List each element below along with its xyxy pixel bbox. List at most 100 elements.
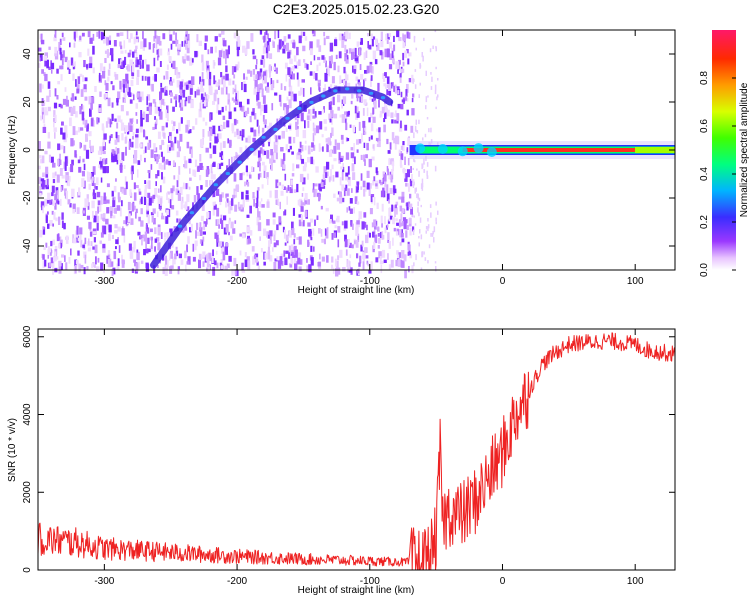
noise-speckle xyxy=(323,57,326,63)
noise-speckle xyxy=(112,85,115,91)
noise-speckle xyxy=(310,218,314,223)
noise-speckle xyxy=(399,74,402,79)
noise-speckle xyxy=(388,175,391,180)
noise-speckle xyxy=(249,205,252,214)
noise-speckle xyxy=(304,36,308,41)
noise-speckle xyxy=(416,168,418,171)
noise-speckle xyxy=(115,239,119,244)
noise-speckle xyxy=(373,176,376,182)
noise-speckle xyxy=(84,77,88,82)
noise-speckle xyxy=(143,38,147,48)
noise-speckle xyxy=(132,246,136,253)
noise-speckle xyxy=(290,255,294,265)
noise-speckle xyxy=(120,59,122,66)
noise-speckle xyxy=(165,85,168,90)
noise-speckle xyxy=(273,233,276,241)
noise-speckle xyxy=(421,251,423,258)
noise-speckle xyxy=(318,83,321,91)
noise-speckle xyxy=(108,224,112,233)
noise-speckle xyxy=(267,246,270,252)
noise-speckle xyxy=(314,219,316,226)
snr-background xyxy=(38,329,675,570)
noise-speckle xyxy=(248,172,251,177)
noise-speckle xyxy=(105,218,109,225)
noise-speckle xyxy=(349,208,353,214)
noise-speckle xyxy=(108,63,111,69)
noise-speckle xyxy=(301,158,304,164)
noise-speckle xyxy=(167,191,170,195)
noise-speckle xyxy=(129,189,132,196)
noise-speckle xyxy=(217,57,222,66)
noise-speckle xyxy=(84,237,87,245)
noise-speckle xyxy=(257,84,261,88)
noise-speckle xyxy=(223,215,227,221)
noise-speckle xyxy=(53,110,56,118)
noise-speckle xyxy=(79,234,82,241)
noise-speckle xyxy=(233,131,237,138)
noise-speckle xyxy=(368,44,372,50)
noise-speckle xyxy=(270,149,273,156)
noise-speckle xyxy=(147,192,151,198)
noise-speckle xyxy=(152,194,156,199)
noise-speckle xyxy=(333,113,338,119)
noise-speckle xyxy=(412,167,414,170)
carrier-blob xyxy=(415,143,426,154)
noise-speckle xyxy=(277,182,280,187)
noise-speckle xyxy=(310,237,313,241)
noise-speckle xyxy=(384,48,388,58)
noise-speckle xyxy=(282,40,285,47)
noise-speckle xyxy=(367,32,370,37)
noise-speckle xyxy=(427,226,429,232)
noise-speckle xyxy=(153,265,156,274)
noise-speckle xyxy=(380,215,383,224)
noise-speckle xyxy=(394,119,397,124)
noise-speckle xyxy=(375,137,380,142)
noise-speckle xyxy=(190,149,193,158)
noise-speckle xyxy=(197,86,200,92)
noise-speckle xyxy=(267,250,271,260)
noise-speckle xyxy=(330,55,333,64)
noise-speckle xyxy=(245,137,249,143)
noise-speckle xyxy=(342,163,344,170)
colorbar: 0.00.20.40.60.8 Normalized spectral ampl… xyxy=(699,30,750,277)
noise-speckle xyxy=(79,73,83,77)
noise-speckle xyxy=(255,203,258,209)
noise-speckle xyxy=(214,260,217,266)
noise-speckle xyxy=(290,93,293,101)
noise-speckle xyxy=(382,188,385,195)
noise-speckle xyxy=(147,237,150,244)
noise-speckle xyxy=(123,165,126,169)
noise-speckle xyxy=(106,166,109,174)
noise-speckle xyxy=(396,113,400,122)
noise-speckle xyxy=(308,228,312,237)
noise-speckle xyxy=(284,62,288,69)
noise-speckle xyxy=(102,217,106,221)
noise-speckle xyxy=(435,47,437,52)
noise-speckle xyxy=(120,45,123,50)
noise-speckle xyxy=(86,198,89,207)
noise-speckle xyxy=(263,165,267,171)
noise-speckle xyxy=(155,181,157,186)
noise-speckle xyxy=(318,62,321,66)
noise-speckle xyxy=(69,42,71,48)
noise-speckle xyxy=(425,226,428,230)
noise-speckle xyxy=(83,267,86,275)
noise-speckle xyxy=(216,262,219,269)
noise-speckle xyxy=(213,92,217,102)
noise-speckle xyxy=(162,176,166,184)
noise-speckle xyxy=(104,80,107,86)
noise-speckle xyxy=(404,124,408,131)
noise-speckle xyxy=(292,207,295,216)
noise-speckle xyxy=(61,212,64,220)
noise-speckle xyxy=(74,61,76,69)
noise-speckle xyxy=(418,236,420,239)
noise-speckle xyxy=(233,156,236,162)
noise-speckle xyxy=(369,94,372,101)
noise-speckle xyxy=(38,176,42,184)
noise-speckle xyxy=(48,248,51,253)
noise-speckle xyxy=(328,113,332,121)
noise-speckle xyxy=(218,224,220,229)
noise-speckle xyxy=(95,211,98,216)
noise-speckle xyxy=(278,216,282,223)
noise-speckle xyxy=(98,30,101,39)
